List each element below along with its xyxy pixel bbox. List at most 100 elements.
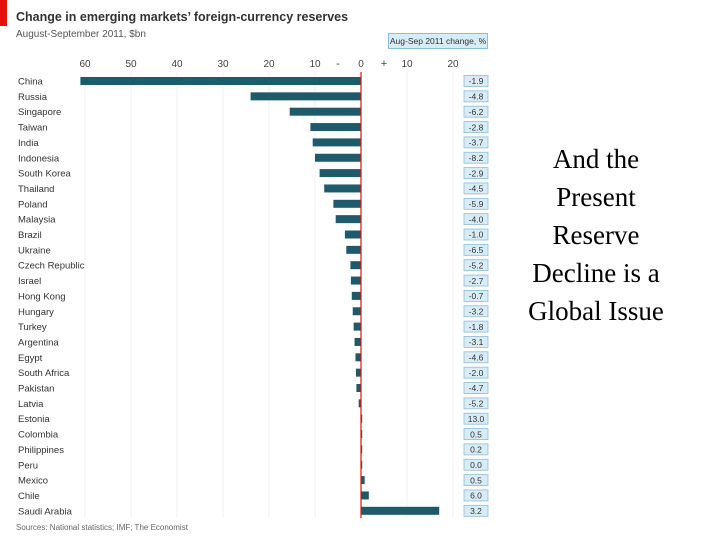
change-badge-label: -3.1 — [469, 337, 484, 347]
change-badge-label: -8.2 — [469, 153, 484, 163]
category-label: Latvia — [18, 399, 44, 410]
x-tick-label: 40 — [171, 59, 183, 70]
change-badge — [463, 243, 489, 256]
x-tick-label: - — [336, 58, 340, 70]
change-badge-label: -4.6 — [469, 353, 484, 363]
bar-mexico — [361, 476, 365, 485]
bar-indonesia — [315, 153, 361, 162]
category-label: Estonia — [18, 414, 50, 425]
change-badge-label: 3.2 — [470, 506, 482, 516]
change-badge — [463, 474, 489, 487]
x-tick-label: 50 — [125, 59, 137, 70]
change-badge-label: 13.0 — [468, 414, 485, 424]
change-badge — [463, 213, 489, 226]
category-label: Singapore — [18, 107, 61, 118]
category-label: Mexico — [18, 476, 48, 487]
bar-india — [312, 138, 361, 147]
x-tick-label: 20 — [447, 59, 459, 70]
bar-hong-kong — [351, 291, 361, 300]
change-badge-label: -2.7 — [469, 276, 484, 286]
bar-saudi-arabia — [361, 506, 440, 515]
category-label: Pakistan — [18, 384, 54, 395]
change-badge-label: -3.7 — [469, 138, 484, 148]
change-badge — [463, 489, 489, 502]
change-badge — [463, 397, 489, 410]
change-badge — [463, 412, 489, 425]
bar-israel — [350, 276, 361, 285]
x-tick-label: 10 — [401, 59, 413, 70]
bar-singapore — [289, 107, 361, 116]
x-tick-label: + — [381, 58, 387, 70]
brand-accent-tab — [0, 0, 7, 26]
change-badge — [463, 197, 489, 210]
change-badge — [463, 228, 489, 241]
chart-subtitle: August-September 2011, $bn — [16, 29, 146, 40]
change-badge — [463, 443, 489, 456]
change-badge — [463, 458, 489, 471]
category-label: Taiwan — [18, 123, 48, 134]
change-badge-label: -3.2 — [469, 306, 484, 316]
change-badge — [463, 274, 489, 287]
category-label: Ukraine — [18, 245, 51, 256]
change-badge — [463, 259, 489, 272]
change-badge-label: 0.0 — [470, 460, 482, 470]
bar-ukraine — [346, 245, 361, 254]
change-badge-label: -4.5 — [469, 184, 484, 194]
change-badge — [463, 136, 489, 149]
bar-pakistan — [356, 384, 361, 392]
change-badge — [463, 428, 489, 440]
category-label: Colombia — [18, 430, 59, 441]
change-badge-label: -5.2 — [469, 399, 484, 409]
change-badge-label: -1.9 — [469, 76, 484, 86]
category-label: Hong Kong — [18, 291, 66, 302]
bar-taiwan — [310, 123, 361, 132]
change-badge — [463, 105, 489, 118]
category-label: Hungary — [18, 307, 54, 318]
category-label: South Korea — [18, 169, 72, 180]
change-badge — [463, 75, 489, 87]
bar-latvia — [358, 399, 361, 408]
change-badge-label: -4.7 — [469, 383, 484, 393]
category-label: China — [18, 77, 44, 88]
change-badge-label: 0.2 — [470, 445, 482, 455]
bar-south-africa — [355, 368, 361, 377]
change-badge-label: -4.8 — [469, 92, 484, 102]
category-label: Israel — [18, 276, 41, 287]
change-badge-label: -4.0 — [469, 214, 484, 224]
change-badge-label: -1.8 — [469, 322, 484, 332]
change-badge — [463, 382, 489, 394]
change-badge-label: -6.5 — [469, 245, 484, 255]
change-badge — [463, 289, 489, 302]
change-badge — [463, 90, 489, 103]
change-badge — [463, 167, 489, 180]
x-tick-label: 10 — [309, 59, 321, 70]
change-badge-label: -2.8 — [469, 122, 484, 132]
slide-caption: And the Present Reserve Decline is a Glo… — [528, 144, 664, 326]
change-badge — [463, 351, 489, 364]
bar-hungary — [352, 307, 361, 316]
change-badge — [463, 305, 489, 318]
bar-egypt — [355, 353, 361, 362]
change-badge — [463, 320, 489, 333]
bar-argentina — [354, 337, 361, 346]
category-label: Malaysia — [18, 215, 56, 226]
change-badge-label: 0.5 — [470, 475, 482, 485]
category-label: Saudi Arabia — [18, 506, 73, 517]
bar-china — [80, 77, 362, 85]
change-badge — [463, 182, 489, 195]
change-badge-label: -5.9 — [469, 199, 484, 209]
category-label: Indonesia — [18, 153, 60, 164]
change-badge-label: 6.0 — [470, 491, 482, 501]
bar-malaysia — [335, 215, 361, 224]
change-badge-label: -0.7 — [469, 291, 484, 301]
bar-russia — [250, 92, 361, 101]
category-label: India — [18, 138, 39, 149]
category-label: Peru — [18, 460, 38, 471]
category-label: Turkey — [18, 322, 47, 333]
change-badge — [463, 121, 489, 133]
change-badge-label: -1.0 — [469, 230, 484, 240]
category-label: Brazil — [18, 230, 42, 241]
category-label: Czech Republic — [18, 261, 85, 272]
bar-czech-republic — [350, 261, 361, 270]
